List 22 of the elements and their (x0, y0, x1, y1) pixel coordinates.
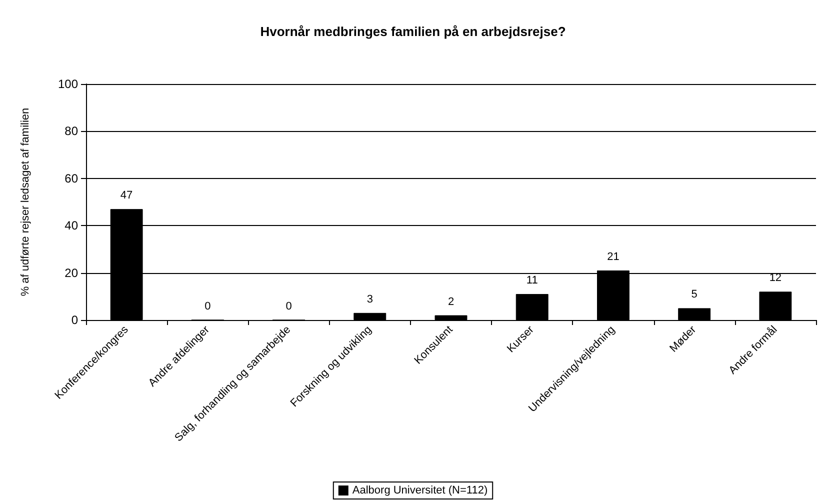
y-tick-label: 20 (64, 266, 78, 280)
y-tick-label: 40 (64, 218, 78, 233)
data-label: 0 (204, 300, 211, 312)
data-label: 5 (691, 288, 698, 301)
y-tick-label: 80 (64, 124, 78, 138)
y-tick-label: 100 (58, 77, 78, 91)
y-axis-title: % af udførte rejser ledsaget af familien (20, 108, 32, 296)
data-label: 0 (286, 300, 292, 312)
legend-label: Aalborg Universitet (N=112) (352, 484, 488, 496)
y-tick-label: 0 (71, 313, 78, 327)
data-label: 47 (120, 190, 133, 202)
data-label: 3 (366, 293, 373, 306)
bar (516, 294, 548, 320)
bar (759, 292, 792, 320)
chart-title: Hvornår medbringes familien på en arbejdsrejse? (260, 24, 566, 39)
data-label: 2 (448, 296, 454, 308)
y-tick-label: 60 (64, 171, 78, 186)
bar (678, 308, 711, 320)
data-label: 11 (526, 274, 538, 287)
bar (354, 312, 386, 320)
data-label: 21 (607, 250, 620, 263)
bar (434, 315, 468, 320)
